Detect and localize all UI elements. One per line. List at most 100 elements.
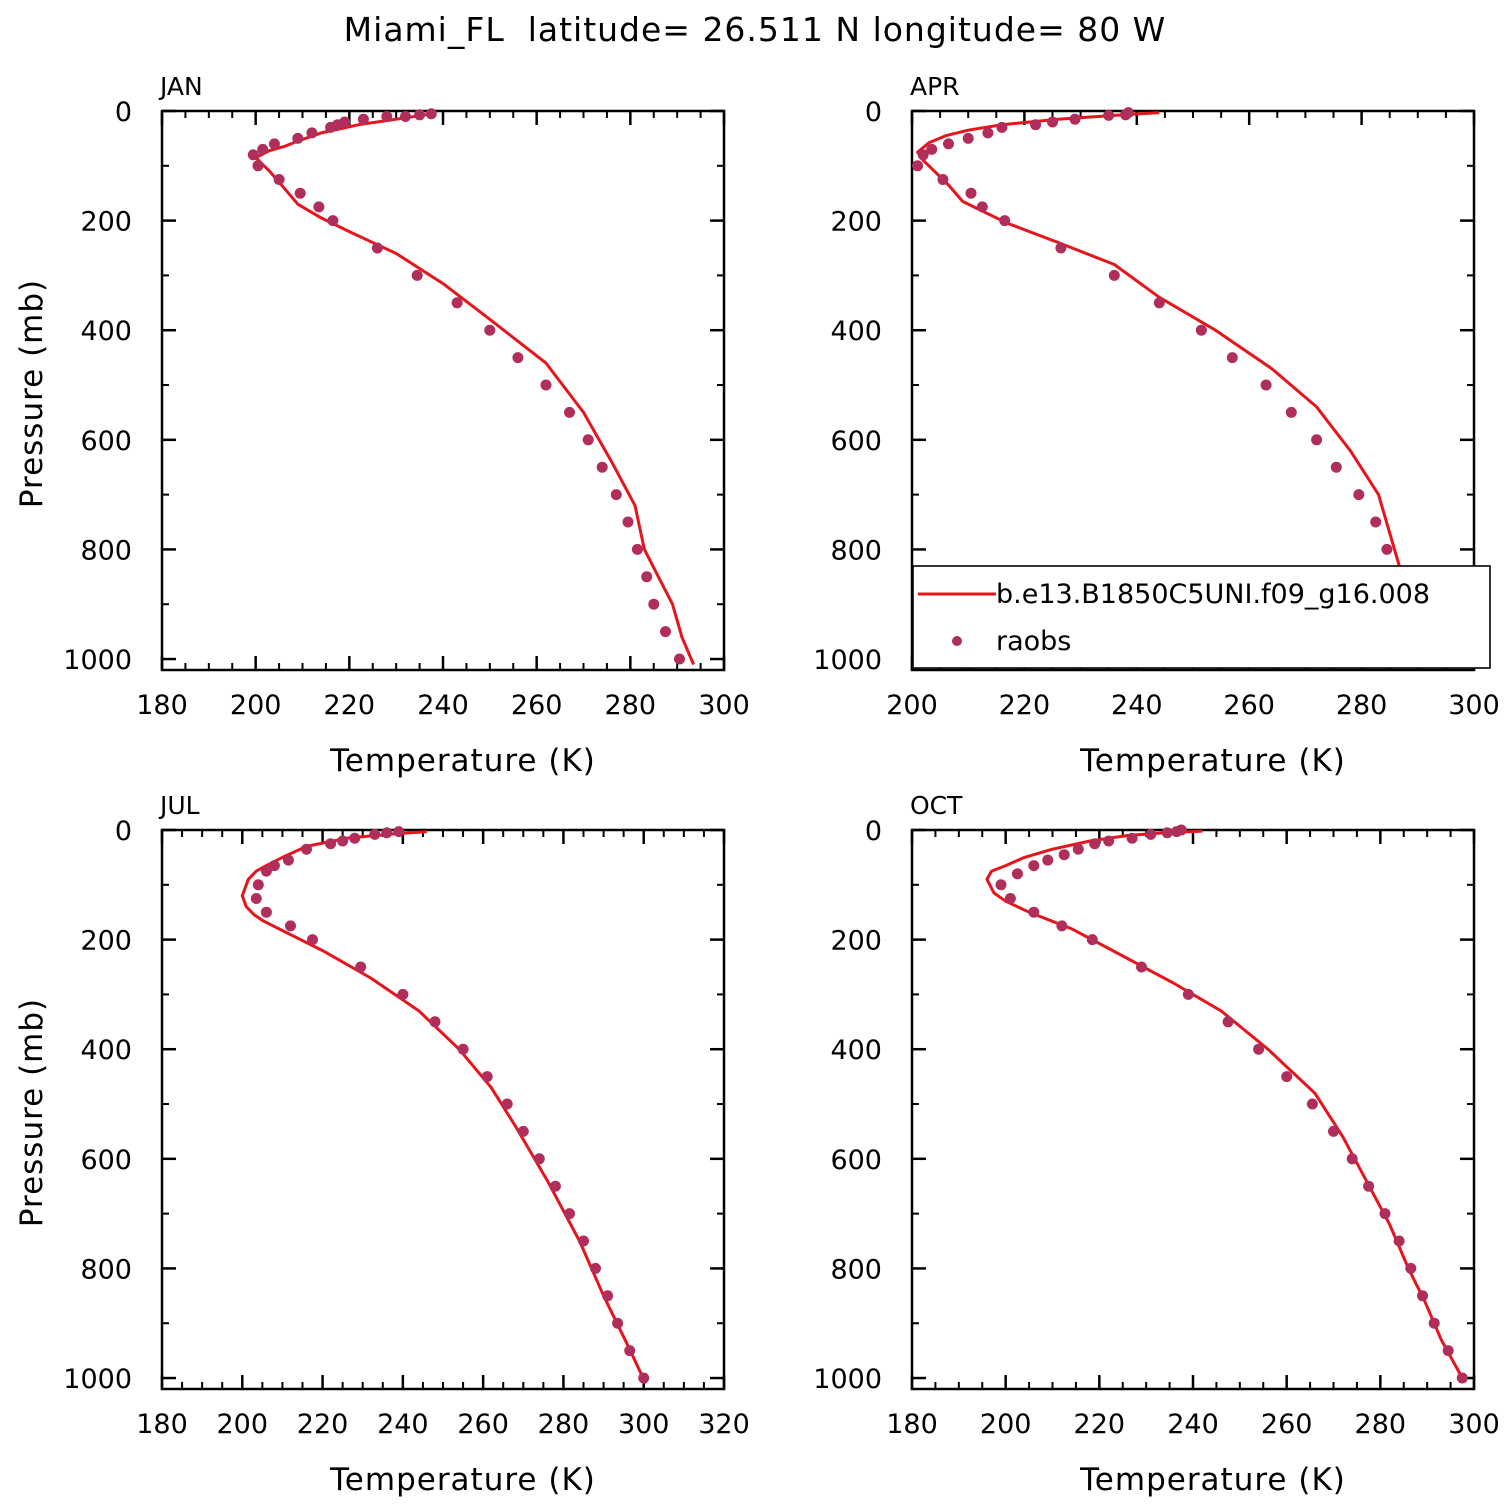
- raobs-point: [622, 516, 634, 528]
- raobs-point: [1055, 242, 1067, 254]
- raobs-point: [965, 187, 977, 199]
- raobs-point: [1311, 434, 1323, 446]
- raobs-point: [501, 1098, 513, 1110]
- y-tick-label: 200: [80, 207, 132, 238]
- raobs-point: [996, 121, 1008, 133]
- raobs-point: [393, 826, 405, 838]
- legend-obs-swatch: [952, 636, 962, 646]
- y-tick-label: 200: [830, 926, 882, 957]
- raobs-point: [564, 406, 575, 418]
- raobs-point: [1171, 826, 1183, 838]
- raobs-point: [638, 1372, 650, 1384]
- raobs-point: [1353, 489, 1365, 501]
- raobs-point: [1381, 543, 1393, 555]
- figure-title: Miami_FL latitude= 26.511 N longitude= 8…: [343, 10, 1167, 49]
- y-axis-label: Pressure (mb): [14, 279, 50, 508]
- x-tick-label: 240: [1111, 690, 1163, 721]
- raobs-point: [1222, 1016, 1234, 1028]
- raobs-point: [1456, 1372, 1468, 1384]
- y-tick-label: 400: [830, 1035, 882, 1066]
- raobs-point: [325, 121, 337, 133]
- raobs-point: [926, 143, 938, 155]
- x-tick-label: 300: [698, 690, 750, 721]
- panel-label: JAN: [158, 72, 203, 101]
- raobs-point: [400, 111, 411, 122]
- raobs-point: [1120, 109, 1132, 121]
- raobs-point: [612, 1317, 624, 1329]
- raobs-point: [1161, 827, 1173, 839]
- model-profile-line: [254, 112, 695, 666]
- raobs-point: [327, 215, 339, 227]
- raobs-point: [414, 109, 426, 121]
- raobs-point: [285, 920, 296, 932]
- x-tick-label: 300: [1448, 690, 1500, 721]
- x-tick-label: 260: [1261, 1409, 1313, 1440]
- raobs-point: [1069, 113, 1081, 125]
- raobs-point: [252, 160, 264, 172]
- x-tick-label: 260: [1223, 690, 1275, 721]
- plot-frame: [160, 109, 726, 672]
- raobs-point: [1306, 1098, 1318, 1110]
- legend-obs-label: raobs: [996, 626, 1071, 657]
- raobs-point: [1028, 860, 1040, 872]
- raobs-point: [1253, 1043, 1265, 1055]
- raobs-point: [1103, 835, 1115, 847]
- raobs-point: [1260, 379, 1272, 391]
- raobs-point: [1086, 934, 1098, 946]
- panel-oct: 180 200 220 240 260 280 300 0 200 400 600 800 1000 OC…: [813, 791, 1499, 1498]
- x-tick-label: 240: [1167, 1409, 1219, 1440]
- raobs-point: [912, 160, 924, 172]
- raobs-point: [381, 827, 393, 839]
- x-tick-label: 200: [886, 690, 938, 721]
- raobs-point: [533, 1153, 545, 1165]
- legend: b.e13.B1850C5UNI.f09_g16.008 raobs: [912, 565, 1491, 669]
- panel-jan: 180 200 220 240 260 280 300 0 200 400 600 800 1000 JA…: [14, 72, 750, 779]
- raobs-point: [641, 571, 653, 583]
- raobs-point: [674, 653, 685, 665]
- raobs-point: [451, 297, 463, 309]
- x-tick-label: 180: [136, 690, 188, 721]
- x-tick-label: 220: [999, 690, 1051, 721]
- x-tick-label: 200: [230, 690, 282, 721]
- raobs-point: [610, 489, 622, 501]
- raobs-point: [517, 1125, 529, 1137]
- y-tick-label: 800: [830, 535, 882, 566]
- y-tick-label: 800: [80, 535, 132, 566]
- y-tick-label: 800: [80, 1254, 132, 1285]
- raobs-point: [1370, 516, 1382, 528]
- raobs-point: [292, 132, 304, 144]
- raobs-point: [1417, 1290, 1428, 1302]
- plot-frame: [910, 828, 1476, 1391]
- legend-box: [912, 565, 1491, 669]
- raobs-point: [1103, 109, 1115, 121]
- y-tick-label: 0: [865, 816, 882, 847]
- raobs-point: [512, 352, 524, 364]
- x-tick-label: 180: [136, 1409, 188, 1440]
- raobs-point: [268, 138, 280, 150]
- raobs-point: [307, 934, 318, 946]
- raobs-point: [1004, 893, 1016, 904]
- x-tick-label: 280: [1336, 690, 1388, 721]
- raobs-point: [1153, 297, 1165, 309]
- raobs-point: [1047, 116, 1058, 128]
- x-axis-label: Temperature (K): [1079, 1462, 1346, 1498]
- raobs-point: [429, 1016, 441, 1028]
- raobs-point: [1428, 1317, 1440, 1329]
- plot-frame: [160, 828, 726, 1391]
- x-tick-label: 200: [217, 1409, 269, 1440]
- raobs-point: [282, 854, 294, 866]
- raobs-point: [602, 1290, 614, 1302]
- raobs-point: [1058, 849, 1070, 861]
- raobs-point: [397, 988, 409, 1000]
- x-tick-label: 220: [297, 1409, 349, 1440]
- raobs-point: [252, 879, 264, 891]
- raobs-point: [1136, 961, 1147, 973]
- x-tick-label: 220: [324, 690, 376, 721]
- x-tick-label: 240: [417, 690, 469, 721]
- x-tick-label: 240: [377, 1409, 429, 1440]
- y-tick-label: 1000: [63, 1364, 132, 1395]
- raobs-point: [1330, 461, 1342, 473]
- raobs-point: [1281, 1071, 1293, 1083]
- raobs-point: [564, 1208, 575, 1220]
- raobs-point: [457, 1043, 469, 1055]
